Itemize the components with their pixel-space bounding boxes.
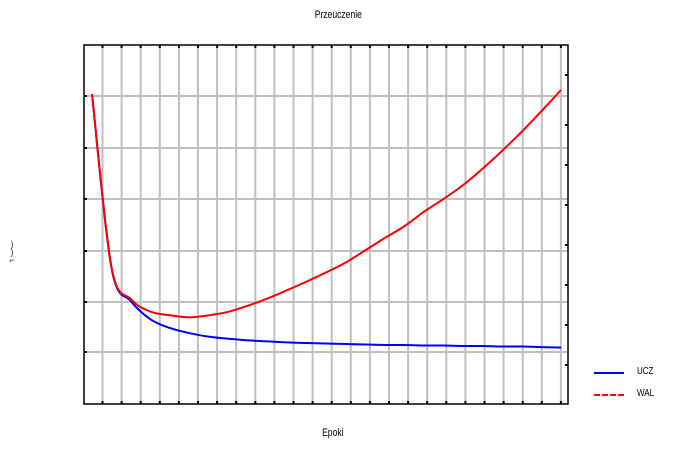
series-line-wal [91, 89, 562, 319]
y-axis-label: ) ) ⌐ [6, 239, 18, 265]
legend-label: UCZ [637, 366, 654, 377]
chart-title: Przeuczenie [314, 9, 362, 21]
series-line-ucz [91, 94, 562, 349]
legend-swatch-dashed-red [594, 394, 624, 396]
x-axis-label: Epoki [322, 427, 344, 439]
y-axis-label-glyph: ⌐ [9, 255, 15, 265]
legend-swatch-solid-blue [594, 372, 624, 374]
y-axis-label-glyph: ) [10, 247, 14, 257]
legend-label: WAL [637, 388, 655, 399]
y-axis-label-glyph: ) [10, 239, 14, 249]
